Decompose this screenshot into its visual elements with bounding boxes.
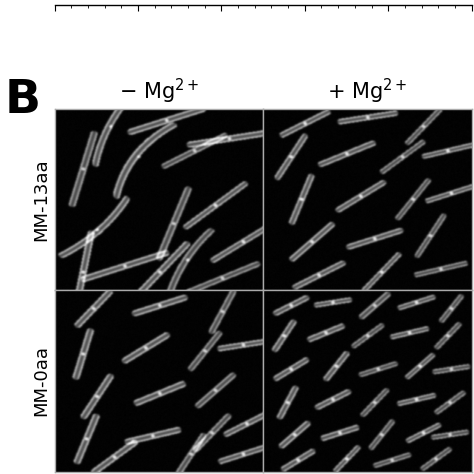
Text: $+$ Mg$^{2+}$: $+$ Mg$^{2+}$ — [327, 77, 408, 106]
Text: $-$ Mg$^{2+}$: $-$ Mg$^{2+}$ — [118, 77, 199, 106]
Text: MM-13aa: MM-13aa — [32, 158, 50, 241]
Text: B: B — [5, 78, 41, 123]
Text: MM-0aa: MM-0aa — [32, 346, 50, 417]
